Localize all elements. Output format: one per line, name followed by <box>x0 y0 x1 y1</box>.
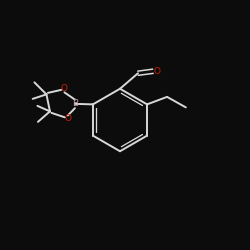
Text: O: O <box>64 114 71 123</box>
Text: B: B <box>72 99 78 108</box>
Text: O: O <box>61 84 68 94</box>
Text: O: O <box>153 67 160 76</box>
